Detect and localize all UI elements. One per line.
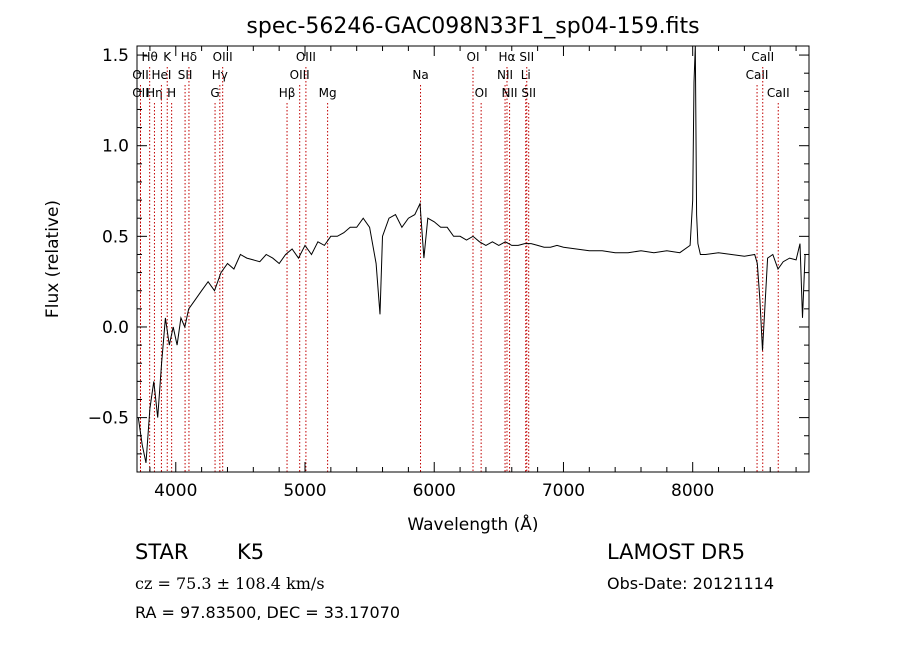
y-tick-label: 0.0: [102, 318, 129, 338]
y-axis-label: Flux (relative): [43, 200, 63, 318]
spectral-line-label: OIII: [213, 50, 233, 64]
object-class: STAR: [135, 540, 189, 564]
spectral-line-label: OI: [475, 86, 488, 100]
object-subclass: K5: [237, 540, 265, 564]
spectral-line-label: CaII: [746, 68, 769, 82]
spectral-line-label: HeI: [151, 68, 171, 82]
observation-date: Obs-Date: 20121114: [607, 574, 775, 593]
survey-name: LAMOST DR5: [607, 540, 746, 564]
y-tick-label: 1.5: [102, 46, 129, 66]
spectral-line-label: K: [163, 50, 172, 64]
x-axis-ticks: 4000 5000 6000 7000 8000: [149, 46, 797, 501]
x-tick-label: 4000: [154, 481, 197, 501]
spectral-line-label: Li: [521, 68, 531, 82]
spectral-line-label: NII: [502, 86, 518, 100]
spectral-line-label: Hη: [146, 86, 163, 100]
y-tick-label: 0.5: [102, 227, 129, 247]
y-axis-ticks: −0.5 0.0 0.5 1.0 1.5: [88, 46, 809, 455]
spectral-line-label: G: [210, 86, 219, 100]
x-tick-label: 6000: [413, 481, 456, 501]
spectral-line-label: CaII: [767, 86, 790, 100]
spectral-line-label: SII: [519, 50, 534, 64]
plot-frame: [136, 45, 810, 473]
spectral-line-label: Na: [412, 68, 428, 82]
spectral-line-label: Hγ: [212, 68, 228, 82]
x-tick-label: 7000: [542, 481, 585, 501]
spectrum-line: [137, 45, 809, 464]
y-tick-label: −0.5: [88, 409, 129, 429]
x-tick-label: 5000: [283, 481, 326, 501]
spectral-line-label: H: [167, 86, 176, 100]
y-tick-label: 1.0: [102, 137, 129, 157]
spectral-line-label: Hθ: [141, 50, 157, 64]
x-tick-label: 8000: [671, 481, 714, 501]
x-axis-label: Wavelength (Å): [407, 513, 538, 535]
spectral-line-label: Hβ: [279, 86, 296, 100]
spectral-line-label: OII: [132, 68, 149, 82]
spectral-line-label: NII: [497, 68, 513, 82]
spectral-line-label: OIII: [290, 68, 310, 82]
redshift-text: cz = 75.3 ± 108.4 km/s: [135, 574, 325, 593]
coordinates-text: RA = 97.83500, DEC = 33.17070: [135, 603, 401, 622]
chart-title: spec-56246-GAC098N33F1_sp04-159.fits: [246, 14, 699, 39]
spectral-line-label: OIII: [296, 50, 316, 64]
spectral-line-label: CaII: [751, 50, 774, 64]
spectral-line-label: SII: [178, 68, 193, 82]
spectral-line-markers: OIIOIIHθHηHeIKHSIIHδGHγOIIIHβOIIIOIIIMgN…: [132, 50, 790, 472]
spectral-line-label: SII: [521, 86, 536, 100]
spectral-line-label: Hα: [499, 50, 516, 64]
spectral-line-label: Hδ: [181, 50, 197, 64]
spectral-line-label: Mg: [319, 86, 337, 100]
spectral-line-label: OI: [467, 50, 480, 64]
